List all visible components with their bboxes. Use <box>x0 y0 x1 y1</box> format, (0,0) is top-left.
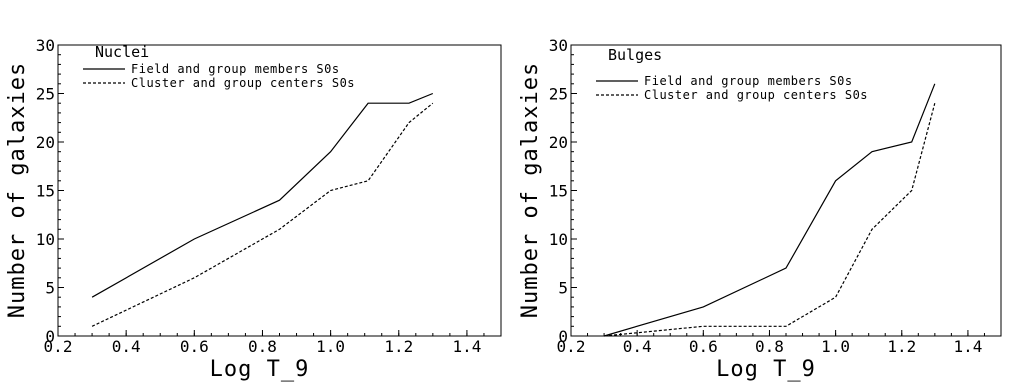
chart-panel-2: 0.2 0.4 0.6 0.8 1.0 1.2 1.4 0 5 10 15 20 25 30 Log T_9… <box>518 36 1002 382</box>
series-line-cluster-centers <box>91 102 434 327</box>
y-tick-label: 15 <box>549 182 568 201</box>
panel-title: Bulges <box>608 46 662 64</box>
x-tick-label: 0.6 <box>180 337 209 356</box>
x-tick-label: 0.4 <box>623 337 652 356</box>
y-tick-label: 5 <box>558 279 568 298</box>
y-tick-label: 25 <box>36 85 55 104</box>
legend-label: Cluster and group centers S0s <box>644 88 868 102</box>
x-tick-label: 0.8 <box>248 337 277 356</box>
y-tick-label: 10 <box>549 230 568 249</box>
x-axis-title: Log T_9 <box>716 357 816 382</box>
x-tick-label: 0.4 <box>112 337 141 356</box>
series-line-field-members <box>91 92 434 298</box>
legend-label: Cluster and group centers S0s <box>131 76 355 90</box>
y-tick-label: 10 <box>36 230 55 249</box>
y-tick-label: 5 <box>45 279 55 298</box>
y-axis-title: Number of galaxies <box>5 62 30 318</box>
y-tick-label: 30 <box>36 36 55 55</box>
x-tick-label: 0.2 <box>557 337 586 356</box>
y-tick-label: 25 <box>549 85 568 104</box>
x-axis-title: Log T_9 <box>210 357 310 382</box>
y-tick-label: 0 <box>558 327 568 346</box>
x-tick-label: 1.4 <box>452 337 481 356</box>
x-tick-label: 0.2 <box>44 337 73 356</box>
series-line-field-members <box>603 83 936 337</box>
x-tick-label: 1.0 <box>821 337 850 356</box>
x-tick-label: 1.4 <box>953 337 982 356</box>
y-axis-title: Number of galaxies <box>518 62 543 318</box>
y-tick-label: 20 <box>549 133 568 152</box>
legend-label: Field and group members S0s <box>131 62 340 76</box>
series-line-cluster-centers <box>604 103 936 337</box>
chart-panel-1: 0.2 0.4 0.6 0.8 1.0 1.2 1.4 0 5 10 15 20 25 30 Log T_9… <box>5 36 502 382</box>
x-tick-label: 1.2 <box>887 337 916 356</box>
y-tick-label: 15 <box>36 182 55 201</box>
panel-title: Nuclei <box>95 43 149 61</box>
y-tick-label: 0 <box>45 327 55 346</box>
x-tick-label: 1.0 <box>316 337 345 356</box>
x-tick-label: 1.2 <box>384 337 413 356</box>
legend-label: Field and group members S0s <box>644 74 853 88</box>
x-tick-label: 0.6 <box>689 337 718 356</box>
y-tick-label: 30 <box>549 36 568 55</box>
y-tick-label: 20 <box>36 133 55 152</box>
x-tick-label: 0.8 <box>755 337 784 356</box>
